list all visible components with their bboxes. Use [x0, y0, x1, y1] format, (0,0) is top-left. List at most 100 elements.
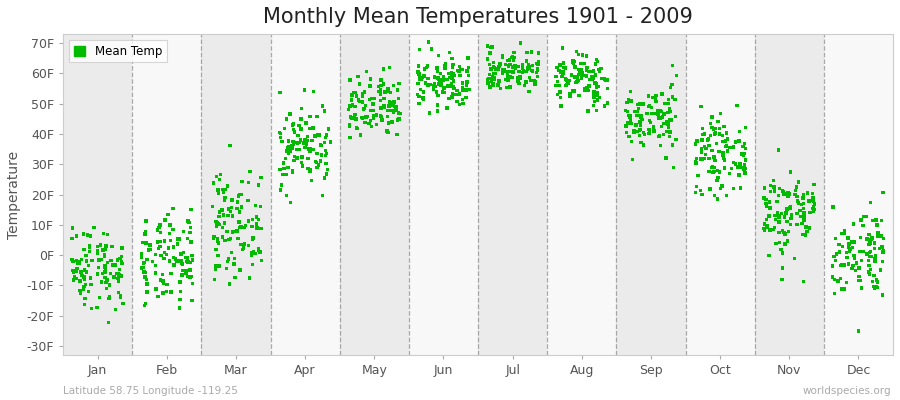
Point — [714, 185, 728, 192]
Point — [166, 262, 181, 268]
Point — [83, 244, 97, 251]
Point — [507, 50, 521, 56]
Point — [760, 223, 775, 229]
Point — [688, 158, 703, 165]
Point — [72, 259, 86, 265]
Point — [530, 73, 544, 80]
Point — [780, 206, 795, 212]
Point — [356, 105, 371, 112]
Point — [636, 142, 651, 148]
Point — [77, 275, 92, 281]
Point — [835, 286, 850, 292]
Point — [573, 60, 588, 67]
Point — [308, 158, 322, 165]
Point — [837, 286, 851, 292]
Point — [554, 94, 568, 101]
Point — [242, 275, 256, 281]
Point — [244, 250, 258, 256]
Point — [872, 245, 886, 252]
Point — [421, 76, 436, 82]
Point — [431, 92, 446, 98]
Point — [166, 254, 181, 260]
Point — [738, 157, 752, 163]
Point — [782, 205, 796, 212]
Point — [415, 74, 429, 81]
Point — [487, 64, 501, 71]
Point — [657, 120, 671, 127]
Point — [245, 236, 259, 243]
Point — [482, 84, 497, 90]
Point — [237, 245, 251, 251]
Point — [524, 49, 538, 55]
Point — [828, 236, 842, 242]
Point — [434, 80, 448, 86]
Point — [143, 246, 157, 253]
Point — [67, 269, 81, 275]
Point — [587, 88, 601, 94]
Point — [180, 267, 194, 274]
Point — [294, 159, 309, 166]
Point — [842, 244, 856, 250]
Point — [227, 261, 241, 267]
Point — [212, 190, 226, 196]
Point — [459, 87, 473, 94]
Point — [109, 306, 123, 312]
Point — [411, 100, 426, 107]
Point — [233, 267, 248, 273]
Point — [491, 66, 505, 72]
Point — [568, 74, 582, 80]
Point — [86, 224, 101, 230]
Point — [757, 186, 771, 192]
Point — [273, 130, 287, 136]
Point — [806, 204, 821, 210]
Point — [800, 190, 814, 196]
Point — [138, 274, 152, 280]
Point — [796, 213, 811, 219]
Point — [341, 106, 356, 112]
Point — [362, 120, 376, 127]
Point — [66, 225, 80, 231]
Point — [800, 228, 814, 234]
Point — [852, 265, 867, 271]
Point — [707, 192, 722, 198]
Point — [661, 100, 675, 107]
Point — [562, 80, 576, 87]
Point — [598, 78, 613, 84]
Point — [454, 66, 468, 73]
Point — [230, 199, 245, 205]
Point — [139, 240, 153, 246]
Point — [367, 95, 382, 102]
Point — [374, 87, 388, 93]
Point — [851, 328, 866, 334]
Point — [273, 166, 287, 172]
Point — [318, 108, 332, 114]
Point — [314, 142, 328, 149]
Point — [665, 94, 680, 100]
Point — [500, 84, 514, 90]
Point — [152, 224, 166, 230]
Point — [359, 114, 374, 120]
Point — [726, 144, 741, 150]
Point — [183, 259, 197, 266]
Point — [706, 154, 721, 160]
Point — [487, 64, 501, 70]
Point — [624, 120, 638, 127]
Point — [305, 138, 320, 144]
Point — [790, 194, 805, 200]
Point — [413, 86, 428, 92]
Point — [184, 206, 198, 212]
Point — [366, 112, 381, 119]
Point — [173, 279, 187, 285]
Point — [76, 283, 91, 290]
Point — [659, 119, 673, 125]
Point — [356, 99, 370, 105]
Point — [357, 89, 372, 95]
Point — [102, 295, 116, 302]
Point — [209, 218, 223, 225]
Point — [278, 155, 293, 162]
Point — [139, 300, 153, 306]
Point — [412, 71, 427, 77]
Point — [240, 197, 255, 204]
Point — [220, 212, 235, 218]
Point — [525, 62, 539, 69]
